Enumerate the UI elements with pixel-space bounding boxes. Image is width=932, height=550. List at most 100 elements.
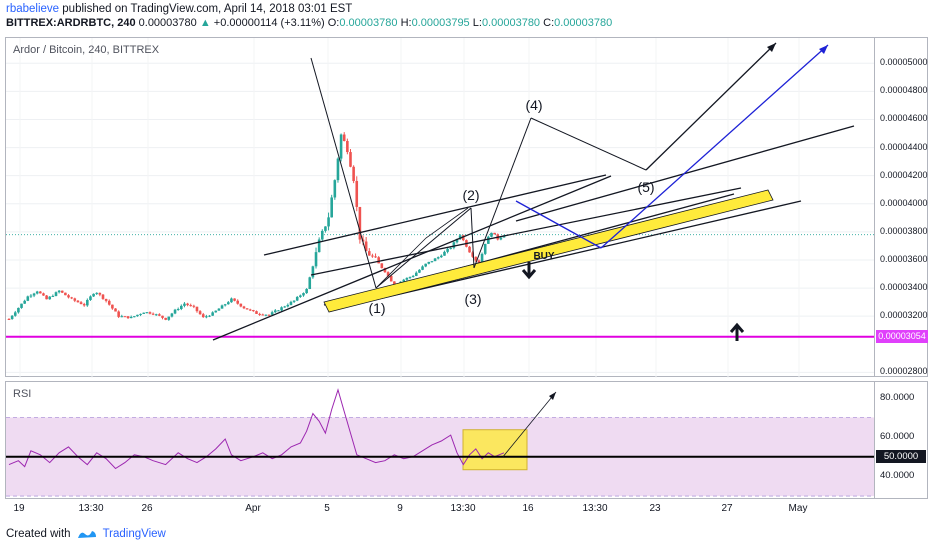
rsi-axis-separator <box>874 382 875 498</box>
candle-body <box>114 308 117 312</box>
price-tick-label: 0.00002800 <box>880 366 928 377</box>
candle-body <box>123 316 127 318</box>
candle-body <box>51 295 55 297</box>
candle-body <box>136 314 139 317</box>
rsi-highlight-box <box>462 429 528 471</box>
chart-title: Ardor / Bitcoin, 240, BITTREX <box>13 44 160 56</box>
price-chart-canvas[interactable]: (1) (2) (3) (4) (5) BUY <box>6 38 929 378</box>
candle-body <box>227 302 230 305</box>
candle-body <box>76 300 80 303</box>
candle-body <box>161 315 164 318</box>
close-label: C: <box>543 17 555 29</box>
rsi-title: RSI <box>13 388 32 400</box>
candle-body <box>54 292 58 296</box>
candle-body <box>377 257 380 264</box>
highlight-zone <box>323 189 774 313</box>
candle-body <box>424 263 427 267</box>
candle-body <box>342 134 346 141</box>
time-axis[interactable]: 19 13:30 26 Apr 5 9 13:30 16 13:30 23 27 May <box>5 500 928 516</box>
tradingview-brand[interactable]: TradingView <box>102 528 166 540</box>
candle-body <box>220 305 224 309</box>
candle-body <box>217 308 221 311</box>
candle-body <box>45 295 48 300</box>
symbol-label: BITTREX:ARDRBTC, 240 <box>6 17 136 29</box>
trend-line <box>263 174 607 256</box>
candle-body <box>389 275 393 282</box>
wave-line <box>375 207 472 289</box>
candle-body <box>393 281 396 286</box>
wave-line <box>310 57 377 289</box>
candle-body <box>277 310 280 312</box>
candle-body <box>427 261 431 264</box>
candle-body <box>430 261 434 263</box>
candle-body <box>233 298 236 301</box>
candle-body <box>158 314 161 316</box>
candle-body <box>314 252 318 267</box>
price-axis-separator <box>874 38 875 376</box>
candle-body <box>380 263 384 268</box>
wave-label-4: (4) <box>525 97 542 113</box>
candle-body <box>126 316 130 319</box>
published-text: published on TradingView.com, April 14, … <box>62 3 353 15</box>
candle-body <box>57 290 61 293</box>
time-tick-label: 19 <box>13 503 25 514</box>
candle-body <box>302 293 305 296</box>
candle-body <box>183 303 186 306</box>
time-tick-label: 5 <box>324 503 330 514</box>
high-value: 0.00003795 <box>411 17 470 29</box>
up-arrow-icon <box>729 322 745 341</box>
candle-body <box>458 235 462 240</box>
candle-body <box>142 312 146 314</box>
candle-body <box>455 239 459 243</box>
price-tick-label: 0.00003600 <box>880 253 928 264</box>
candle-body <box>26 296 30 301</box>
candle-body <box>236 300 240 304</box>
candle-body <box>261 314 265 316</box>
candle-body <box>480 253 484 265</box>
candle-body <box>433 258 437 262</box>
candle-body <box>355 181 359 207</box>
candle-body <box>42 293 45 296</box>
candle-body <box>371 255 374 257</box>
candle-body <box>374 256 377 258</box>
time-tick-label: 16 <box>522 503 534 514</box>
candle-body <box>10 315 14 320</box>
wave-label-1: (1) <box>368 300 385 316</box>
time-tick-label: 13:30 <box>78 503 104 514</box>
candle-body <box>242 306 246 309</box>
candle-body <box>452 242 456 248</box>
candle-body <box>92 293 95 297</box>
candle-body <box>139 313 142 315</box>
candle-body <box>89 296 92 300</box>
time-tick-label: Apr <box>245 503 261 514</box>
candle-body <box>252 310 255 312</box>
candle-body <box>13 312 17 316</box>
rsi-canvas[interactable] <box>6 382 929 500</box>
candle-body <box>173 309 177 314</box>
candle-body <box>468 246 471 253</box>
candle-body <box>336 158 340 181</box>
candle-body <box>327 217 330 227</box>
candle-body <box>446 248 449 252</box>
high-label: H: <box>400 17 412 29</box>
time-tick-label: 13:30 <box>450 503 476 514</box>
time-tick-label: 23 <box>649 503 661 514</box>
rsi-panel[interactable]: RSI 80.0000 60.0000 40.0000 50.0000 <box>5 381 928 499</box>
change-value: +0.00000114 (+3.11%) <box>213 17 325 29</box>
candle-body <box>421 266 424 270</box>
author-link[interactable]: rbabelieve <box>6 3 60 15</box>
candle-body <box>248 309 252 311</box>
candle-body <box>211 312 214 316</box>
price-chart-panel[interactable]: (1) (2) (3) (4) (5) BUY Ardor / Bitcoin, 240,… <box>5 37 929 378</box>
created-with-text: Created with <box>6 528 71 540</box>
candle-body <box>317 239 321 253</box>
low-label: L: <box>472 17 482 29</box>
blue-path <box>515 200 602 249</box>
candle-body <box>280 307 283 311</box>
candle-body <box>39 291 42 294</box>
candle-body <box>107 300 111 305</box>
candle-body <box>189 305 193 307</box>
price-tick-label: 0.00004800 <box>880 85 928 96</box>
candle-body <box>264 314 268 316</box>
arrowhead <box>767 43 776 52</box>
